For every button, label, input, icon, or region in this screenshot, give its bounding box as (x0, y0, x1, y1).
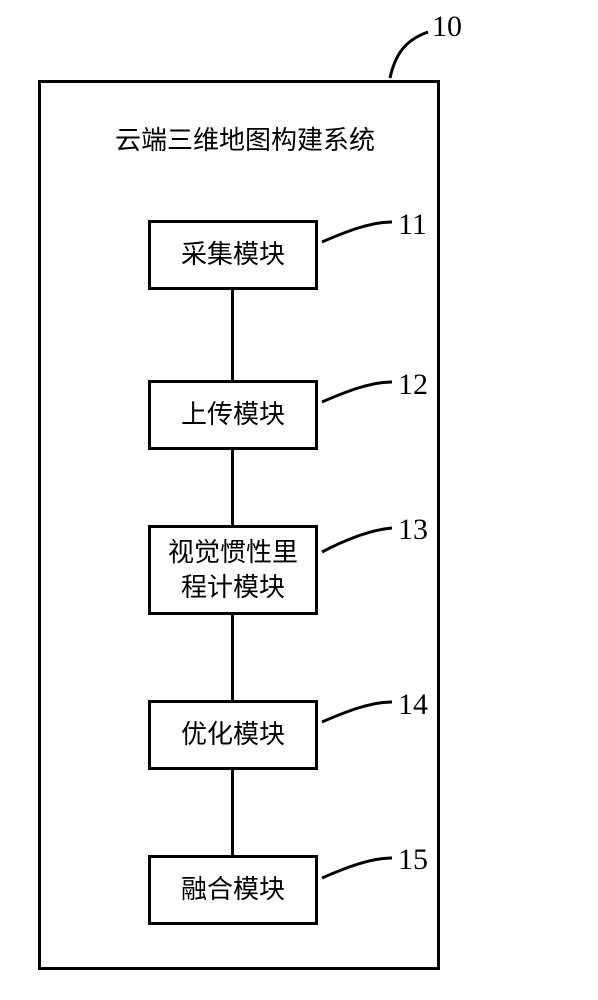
connector-optimize-fusion (231, 770, 234, 855)
connector-upload-vio (231, 450, 234, 525)
leader-15 (0, 0, 598, 1000)
connector-vio-optimize (231, 615, 234, 700)
connector-collect-upload (231, 290, 234, 380)
label-15: 15 (398, 843, 428, 877)
diagram-canvas: 10 云端三维地图构建系统 采集模块11上传模块12视觉惯性里程计模块13优化模… (0, 0, 598, 1000)
